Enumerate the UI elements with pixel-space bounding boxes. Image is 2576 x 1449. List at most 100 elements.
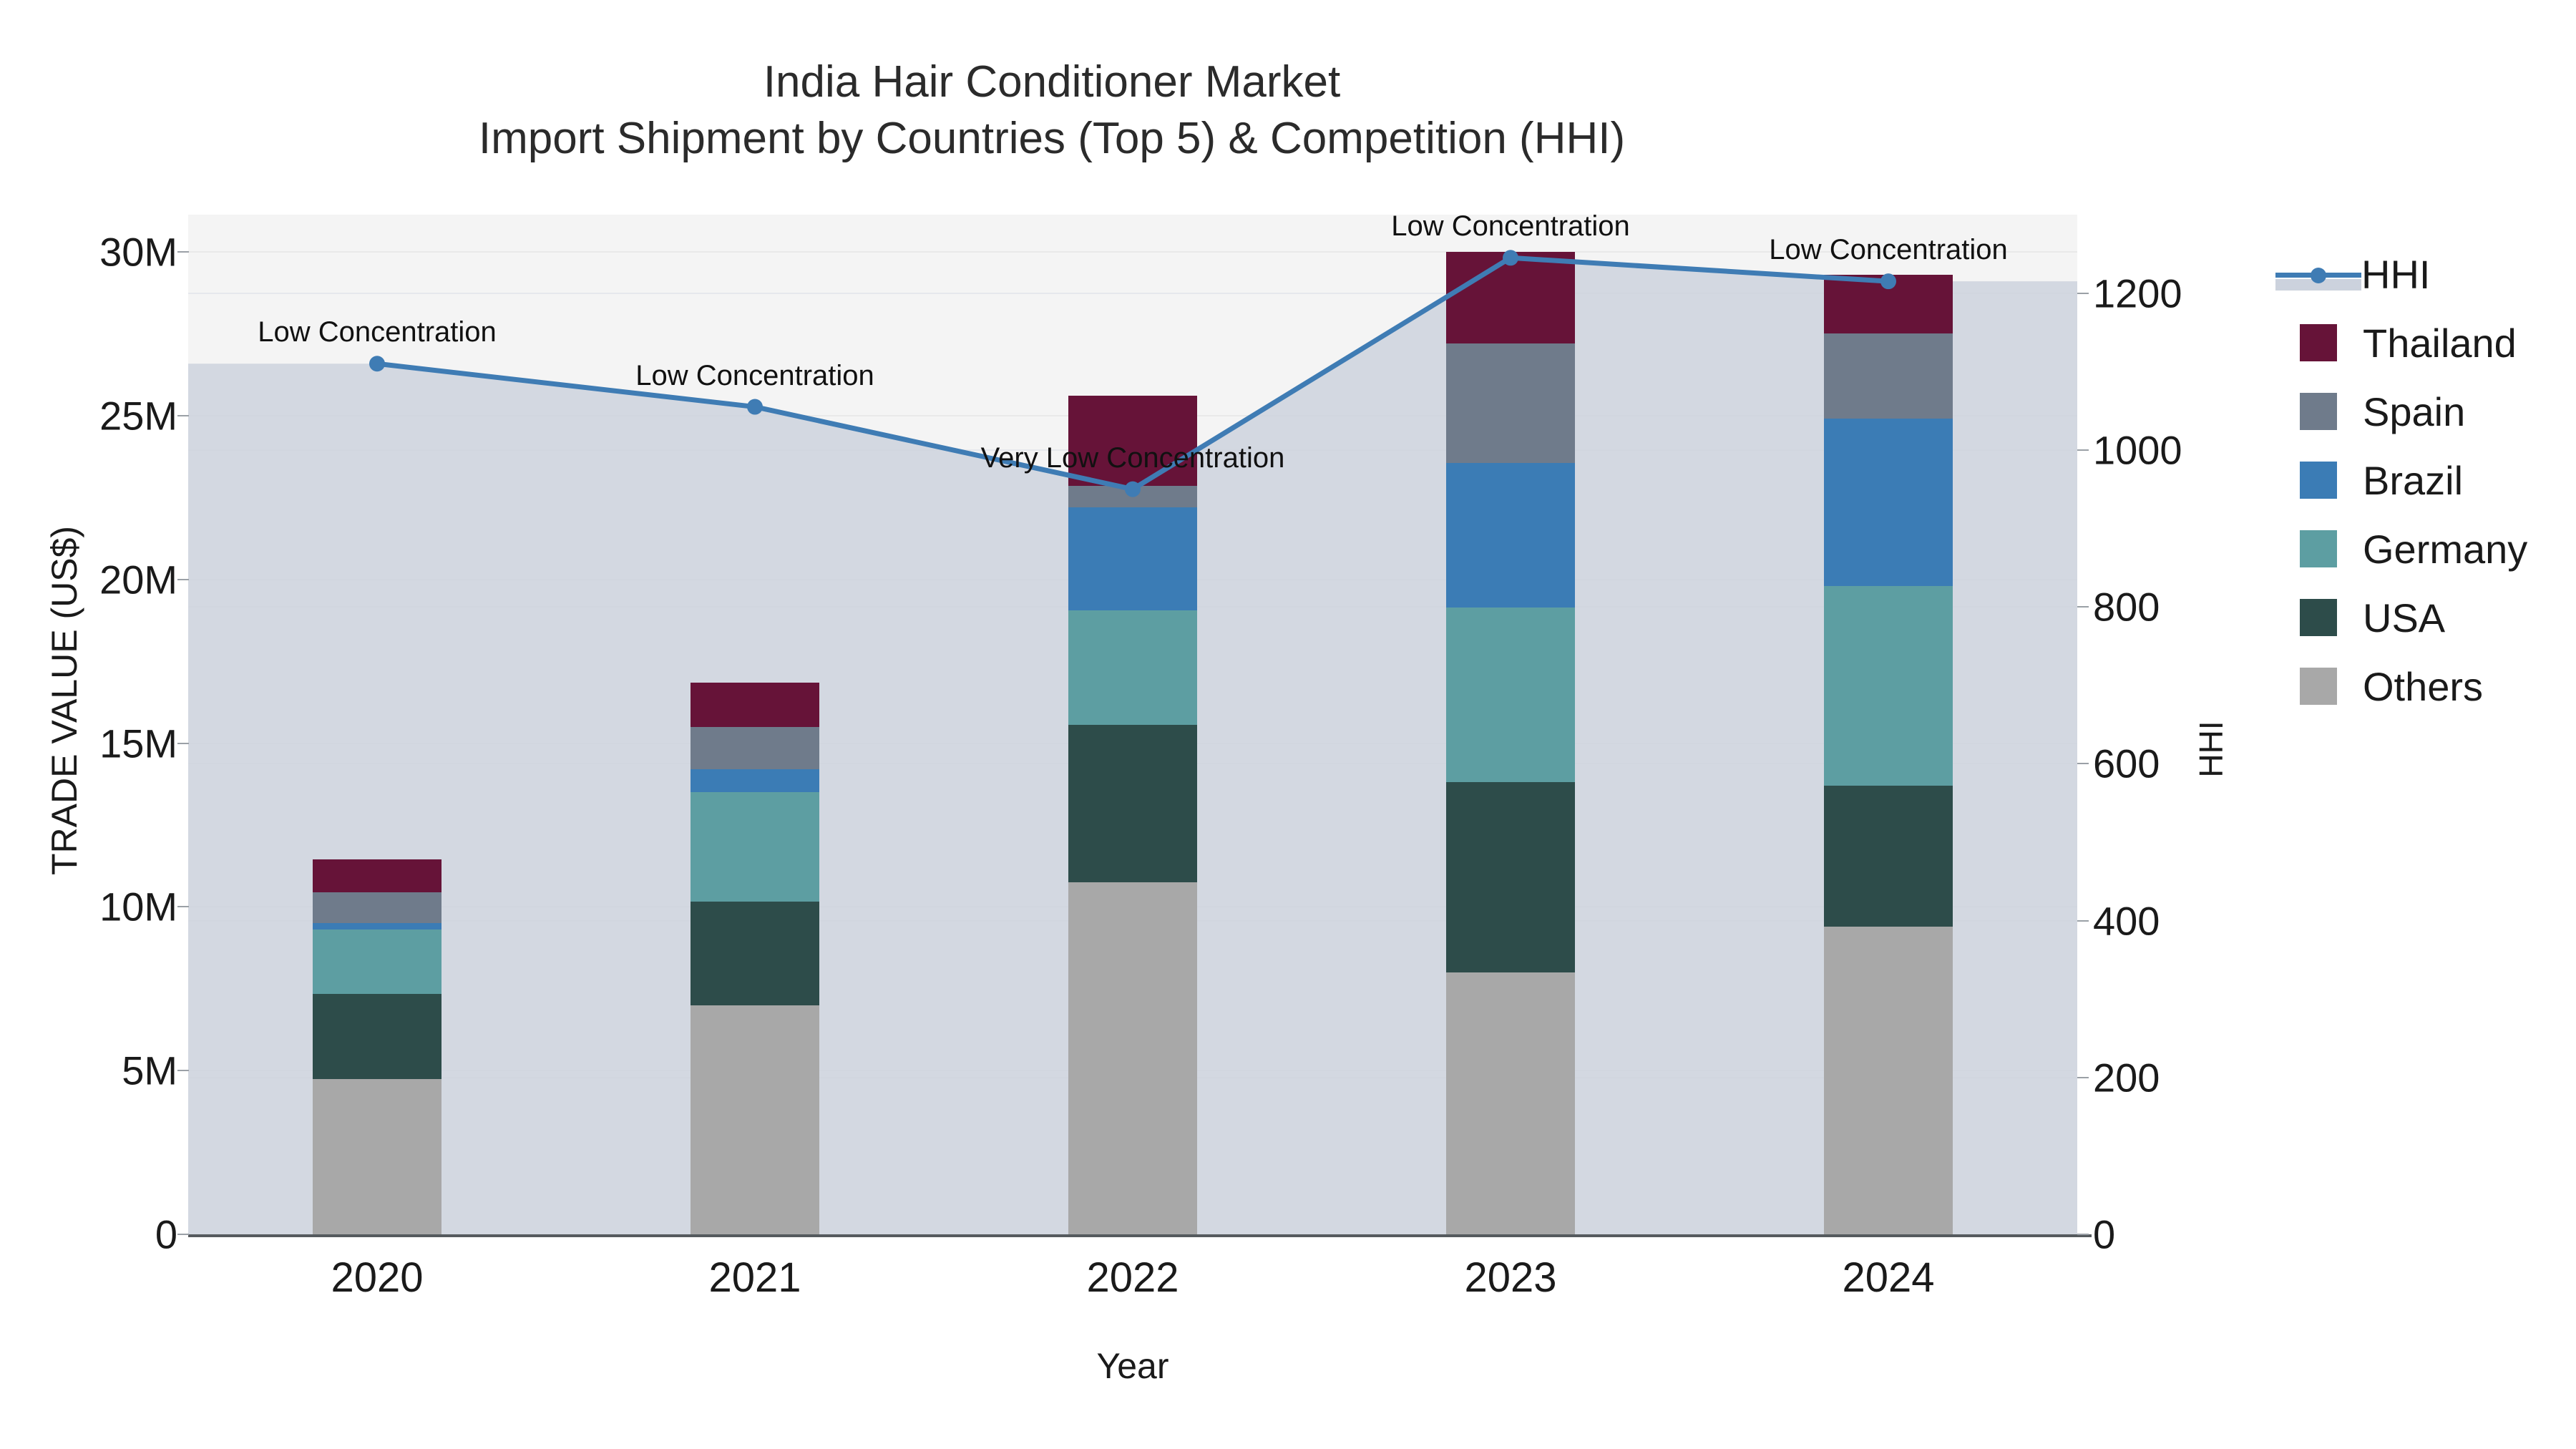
- y-tick-left-0: 0: [155, 1211, 177, 1257]
- bar-segment-spain-2021[interactable]: [691, 726, 819, 770]
- annotation-2024: Low Concentration: [1769, 234, 2008, 266]
- y-tick-mark-left: [177, 742, 189, 744]
- bar-2021[interactable]: [691, 682, 819, 1234]
- legend-item-usa[interactable]: USA: [2275, 583, 2527, 652]
- bar-segment-thailand-2023[interactable]: [1446, 252, 1575, 344]
- y-tick-left-15M: 15M: [99, 721, 177, 766]
- legend-label-hhi: HHI: [2361, 251, 2431, 297]
- y-tick-mark-right: [2077, 292, 2089, 294]
- y-tick-left-20M: 20M: [99, 557, 177, 602]
- bar-segment-others-2020[interactable]: [313, 1078, 441, 1234]
- y-tick-right-600: 600: [2093, 741, 2160, 786]
- bar-segment-germany-2020[interactable]: [313, 930, 441, 994]
- y-tick-mark-right: [2077, 449, 2089, 451]
- legend-swatch-others: [2300, 668, 2337, 705]
- y-tick-left-25M: 25M: [99, 393, 177, 439]
- bar-segment-others-2023[interactable]: [1446, 972, 1575, 1234]
- bar-segment-brazil-2020[interactable]: [313, 923, 441, 930]
- bar-segment-others-2021[interactable]: [691, 1005, 819, 1234]
- y-tick-mark-right: [2077, 763, 2089, 765]
- bar-segment-brazil-2021[interactable]: [691, 769, 819, 793]
- legend-label-others: Others: [2363, 663, 2484, 709]
- bar-segment-thailand-2021[interactable]: [691, 682, 819, 727]
- bar-2022[interactable]: [1068, 396, 1197, 1234]
- x-axis-label: Year: [1096, 1346, 1169, 1386]
- legend-line-icon: [2275, 255, 2361, 293]
- bar-segment-spain-2023[interactable]: [1446, 343, 1575, 464]
- chart-title-line-2: Import Shipment by Countries (Top 5) & C…: [478, 114, 1626, 164]
- x-tick-2024: 2024: [1842, 1254, 1935, 1301]
- legend-label-usa: USA: [2363, 595, 2446, 640]
- legend: HHI Thailand Spain Brazil Germany USA Others: [2275, 240, 2527, 721]
- x-axis-line: [188, 1234, 2092, 1237]
- bar-segment-brazil-2024[interactable]: [1824, 419, 1953, 586]
- chart-title: India Hair Conditioner Market Import Shi…: [0, 54, 2104, 167]
- bar-segment-germany-2024[interactable]: [1824, 585, 1953, 786]
- y-tick-right-1200: 1200: [2093, 270, 2182, 316]
- y-tick-right-0: 0: [2093, 1211, 2116, 1257]
- y-tick-mark-left: [177, 578, 189, 580]
- y-tick-left-30M: 30M: [99, 229, 177, 275]
- x-tick-2022: 2022: [1086, 1254, 1179, 1301]
- x-tick-2020: 2020: [331, 1254, 424, 1301]
- annotation-2022: Very Low Concentration: [980, 441, 1285, 474]
- gridline: [188, 251, 2077, 253]
- legend-item-brazil[interactable]: Brazil: [2275, 446, 2527, 514]
- legend-label-spain: Spain: [2363, 389, 2466, 434]
- bar-segment-germany-2021[interactable]: [691, 792, 819, 902]
- bar-segment-usa-2021[interactable]: [691, 902, 819, 1005]
- y-tick-right-200: 200: [2093, 1055, 2160, 1101]
- bar-segment-usa-2022[interactable]: [1068, 725, 1197, 882]
- legend-item-spain[interactable]: Spain: [2275, 377, 2527, 446]
- y-tick-mark-right: [2077, 1076, 2089, 1078]
- y-tick-mark-right: [2077, 606, 2089, 608]
- bar-segment-brazil-2022[interactable]: [1068, 507, 1197, 611]
- bar-segment-usa-2024[interactable]: [1824, 786, 1953, 927]
- bar-segment-germany-2022[interactable]: [1068, 610, 1197, 726]
- legend-item-thailand[interactable]: Thailand: [2275, 308, 2527, 377]
- y-tick-mark-left: [177, 1070, 189, 1072]
- bar-2023[interactable]: [1446, 252, 1575, 1234]
- bar-segment-brazil-2023[interactable]: [1446, 463, 1575, 608]
- y-axis-left-label: TRADE VALUE (US$): [44, 525, 84, 876]
- bar-segment-thailand-2024[interactable]: [1824, 275, 1953, 334]
- y-tick-mark-left: [177, 906, 189, 908]
- y-tick-mark-right: [2077, 919, 2089, 922]
- y-tick-left-10M: 10M: [99, 884, 177, 930]
- y-tick-right-800: 800: [2093, 584, 2160, 630]
- legend-swatch-usa: [2300, 599, 2337, 636]
- legend-swatch-germany: [2300, 530, 2337, 567]
- bar-segment-usa-2023[interactable]: [1446, 782, 1575, 972]
- bar-segment-spain-2024[interactable]: [1824, 333, 1953, 419]
- y-tick-mark-left: [177, 251, 189, 253]
- annotation-2023: Low Concentration: [1391, 210, 1630, 243]
- bar-segment-others-2024[interactable]: [1824, 926, 1953, 1234]
- y-tick-mark-left: [177, 414, 189, 416]
- y-tick-right-1000: 1000: [2093, 427, 2182, 473]
- bar-segment-spain-2022[interactable]: [1068, 486, 1197, 507]
- bar-segment-usa-2020[interactable]: [313, 993, 441, 1079]
- bar-segment-thailand-2020[interactable]: [313, 859, 441, 892]
- legend-swatch-spain: [2300, 393, 2337, 430]
- bar-2020[interactable]: [313, 859, 441, 1234]
- annotation-2021: Low Concentration: [635, 359, 874, 391]
- legend-swatch-thailand: [2300, 324, 2337, 361]
- legend-item-germany[interactable]: Germany: [2275, 514, 2527, 583]
- x-tick-2021: 2021: [708, 1254, 801, 1301]
- bar-segment-spain-2020[interactable]: [313, 892, 441, 924]
- legend-label-germany: Germany: [2363, 526, 2528, 572]
- y-tick-mark-right: [2077, 1234, 2089, 1235]
- legend-label-brazil: Brazil: [2363, 457, 2464, 503]
- annotation-2020: Low Concentration: [258, 316, 497, 348]
- y-tick-left-5M: 5M: [122, 1048, 177, 1093]
- legend-item-others[interactable]: Others: [2275, 652, 2527, 721]
- chart-title-line-1: India Hair Conditioner Market: [763, 57, 1341, 107]
- y-tick-mark-left: [177, 1234, 189, 1235]
- legend-item-hhi[interactable]: HHI: [2275, 240, 2527, 308]
- bar-segment-others-2022[interactable]: [1068, 882, 1197, 1234]
- bar-2024[interactable]: [1824, 275, 1953, 1234]
- bar-segment-germany-2023[interactable]: [1446, 607, 1575, 783]
- y-axis-right-label: HHI: [2192, 721, 2230, 778]
- x-tick-2023: 2023: [1464, 1254, 1557, 1301]
